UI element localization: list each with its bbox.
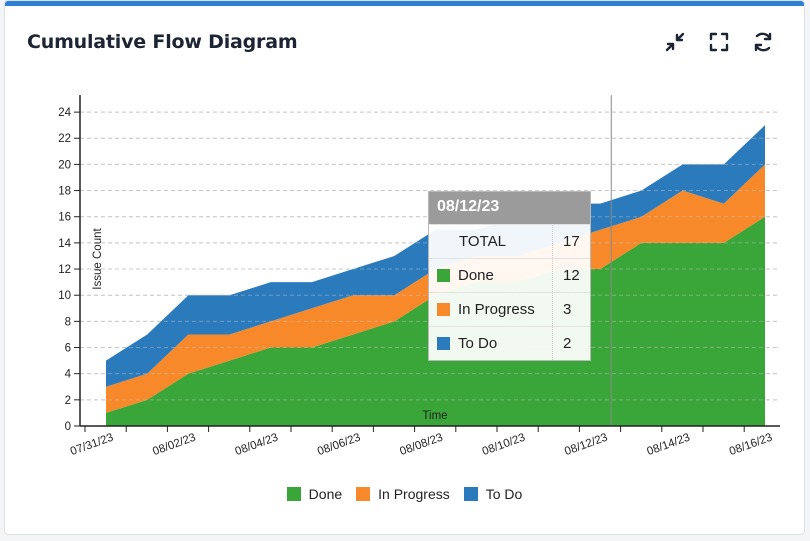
x-tick-label: 08/02/23 [151, 432, 197, 459]
y-tick-label: 4 [65, 369, 72, 381]
legend-item-in-progress[interactable]: In Progress [356, 486, 450, 502]
y-tick-label: 2 [65, 395, 71, 407]
tooltip-row-in-progress: In Progress 3 [429, 292, 590, 326]
x-tick-label: 08/04/23 [234, 432, 280, 459]
tooltip-value: 17 [563, 233, 580, 250]
x-tick-label: 08/16/23 [728, 432, 774, 459]
tooltip-value: 12 [563, 267, 580, 284]
tooltip-date: 08/12/23 [429, 192, 590, 224]
y-tick-label: 18 [58, 186, 71, 198]
in-progress-swatch [437, 303, 450, 316]
chart-tooltip: 08/12/23 TOTAL 17 Done 12 In Progress 3 … [428, 191, 591, 361]
tooltip-label: Done [458, 267, 494, 284]
legend-label: Done [308, 486, 343, 502]
tooltip-row-to-do: To Do 2 [429, 326, 590, 360]
tooltip-label: In Progress [458, 301, 535, 318]
done-swatch [286, 487, 301, 501]
chart-legend: Done In Progress To Do [5, 486, 804, 502]
panel-toolbar [662, 29, 776, 55]
y-tick-label: 0 [65, 421, 71, 433]
y-tick-label: 22 [58, 133, 71, 145]
tooltip-row-done: Done 12 [429, 258, 590, 292]
x-tick-label: 08/12/23 [563, 432, 609, 459]
panel-title: Cumulative Flow Diagram [27, 31, 298, 53]
fullscreen-icon[interactable] [706, 29, 732, 55]
y-tick-label: 12 [58, 264, 71, 276]
tooltip-label: TOTAL [459, 233, 506, 250]
x-tick-label: 08/10/23 [481, 432, 527, 459]
y-tick-label: 16 [58, 212, 71, 224]
to-do-swatch [463, 487, 478, 501]
refresh-icon[interactable] [750, 29, 776, 55]
legend-label: To Do [485, 486, 523, 502]
tooltip-value: 2 [563, 335, 572, 352]
x-tick-label: 08/06/23 [316, 432, 362, 459]
x-tick-label: 08/08/23 [398, 432, 444, 459]
panel-accent-bar [5, 1, 804, 6]
y-tick-label: 20 [58, 159, 71, 171]
in-progress-swatch [356, 487, 371, 501]
cfd-panel: Cumulative Flow Diagram 0 2 4 6 8 10 12 14 16 18 2… [4, 0, 805, 535]
legend-label: In Progress [378, 486, 450, 502]
x-tick-label: 08/14/23 [645, 432, 691, 459]
x-tick-label: 07/31/23 [69, 432, 115, 459]
legend-item-to-do[interactable]: To Do [463, 486, 523, 502]
to-do-swatch [437, 337, 450, 350]
tooltip-value: 3 [563, 301, 572, 318]
y-tick-label: 6 [65, 343, 71, 355]
y-axis-title: Issue Count [92, 228, 104, 290]
y-tick-label: 10 [58, 290, 71, 302]
y-tick-label: 24 [58, 107, 71, 119]
collapse-icon[interactable] [662, 29, 688, 55]
x-axis-title: Time [422, 410, 447, 422]
y-tick-label: 8 [65, 316, 71, 328]
tooltip-label: To Do [458, 335, 498, 352]
done-swatch [437, 269, 450, 282]
legend-item-done[interactable]: Done [286, 486, 343, 502]
tooltip-row-total: TOTAL 17 [429, 224, 590, 258]
y-tick-label: 14 [58, 238, 71, 250]
